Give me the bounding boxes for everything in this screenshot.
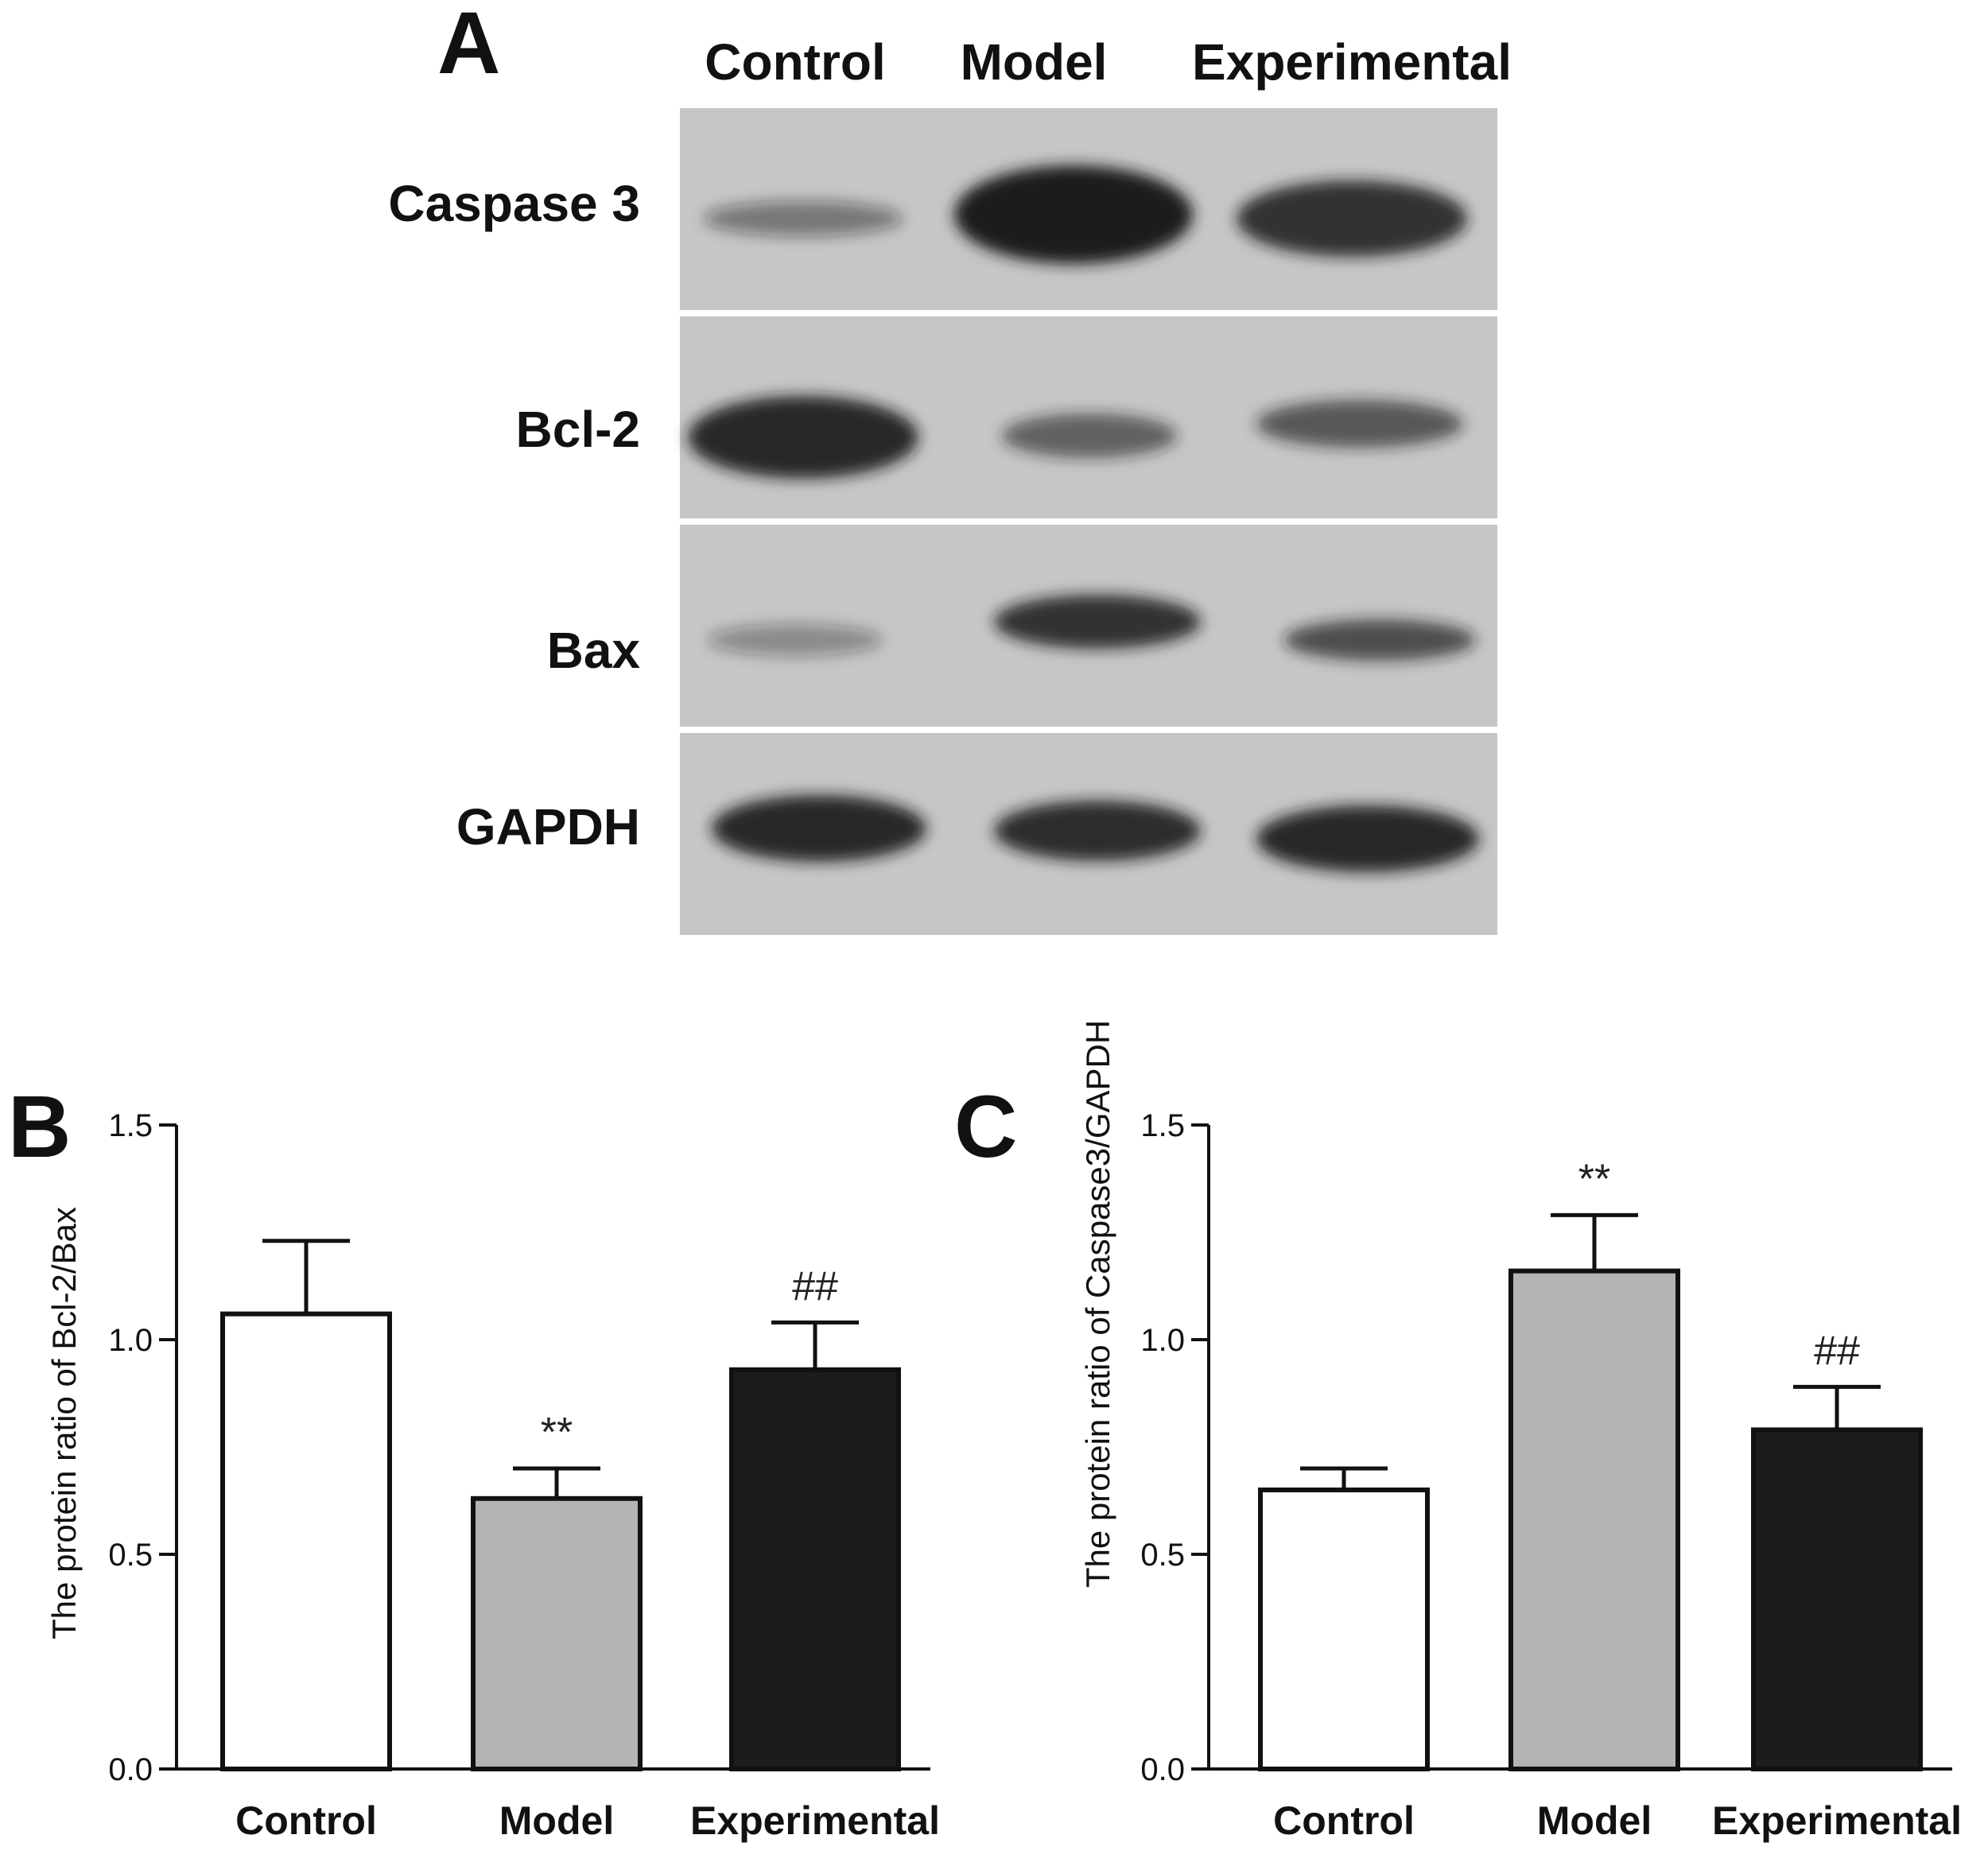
band-gapdh-model [994, 801, 1201, 861]
panel-letter-b: B [8, 1078, 71, 1176]
blot-rows: Caspase 3 Bcl-2 Bax GAPDH [388, 108, 1497, 935]
row-label-gapdh: GAPDH [456, 798, 640, 855]
blot-row-bax: Bax [547, 525, 1497, 727]
bar-b-experimental [729, 1367, 901, 1772]
x-category-label-c-2: Experimental [1712, 1798, 1962, 1843]
bar-c-model [1508, 1268, 1680, 1771]
bar-chart-panel-c: C The protein ratio of Caspase3/GAPDH 0.… [954, 1020, 1962, 1843]
band-bax-experimental [1284, 619, 1475, 661]
band-bax-model [994, 595, 1201, 649]
y-tick-label-c-1: 0.5 [1140, 1538, 1185, 1573]
bar-c-experimental [1751, 1427, 1923, 1772]
significance-label-b-2: ## [792, 1263, 838, 1309]
x-category-label-c-1: Model [1537, 1798, 1652, 1843]
bar-b-model [471, 1495, 643, 1772]
lane-label-model: Model [961, 33, 1108, 91]
plot-area-b: 0.0 0.5 1.0 1.5 Control ** Model ## Experimental [108, 1108, 940, 1843]
x-category-label-b-0: Control [235, 1798, 377, 1843]
y-tick-label-b-0: 0.0 [108, 1752, 153, 1787]
band-bcl2-model [1002, 413, 1177, 458]
y-axis-label-b: The protein ratio of Bcl-2/Bax [45, 1207, 83, 1639]
blot-row-bcl2: Bcl-2 [516, 316, 1497, 518]
lane-label-experimental: Experimental [1192, 33, 1512, 91]
blot-row-caspase3: Caspase 3 [388, 108, 1497, 310]
row-label-caspase3: Caspase 3 [388, 175, 640, 232]
band-caspase3-experimental [1237, 180, 1467, 257]
panel-letter-a: A [437, 0, 500, 92]
bar-b-control [220, 1311, 392, 1771]
band-bcl2-control [688, 396, 918, 479]
y-tick-label-c-2: 1.0 [1140, 1323, 1185, 1358]
y-axis-label-c: The protein ratio of Caspase3/GAPDH [1079, 1020, 1116, 1588]
row-label-bcl2: Bcl-2 [516, 401, 641, 458]
y-tick-label-b-1: 0.5 [108, 1538, 153, 1573]
band-caspase3-control [704, 201, 903, 236]
y-tick-label-c-0: 0.0 [1140, 1752, 1185, 1787]
x-category-label-b-1: Model [499, 1798, 614, 1843]
x-category-label-c-0: Control [1273, 1798, 1415, 1843]
y-tick-label-c-3: 1.5 [1140, 1108, 1185, 1143]
bar-c-control [1258, 1488, 1430, 1771]
band-caspase3-model [954, 165, 1193, 264]
lane-label-control: Control [705, 33, 886, 91]
significance-label-c-2: ## [1814, 1328, 1860, 1374]
y-tick-label-b-2: 1.0 [108, 1323, 153, 1358]
row-label-bax: Bax [547, 622, 641, 679]
y-tick-label-b-3: 1.5 [108, 1108, 153, 1143]
plot-area-c: 0.0 0.5 1.0 1.5 Control ** Model ## Experimental [1140, 1108, 1962, 1843]
band-gapdh-control [712, 795, 926, 862]
band-bax-control [708, 624, 883, 656]
panel-letter-c: C [954, 1078, 1017, 1176]
band-gapdh-experimental [1256, 805, 1479, 872]
significance-label-b-1: ** [541, 1410, 573, 1456]
band-bcl2-experimental [1256, 400, 1463, 448]
bar-chart-panel-b: B The protein ratio of Bcl-2/Bax 0.0 0.5 1… [8, 1078, 940, 1843]
x-category-label-b-2: Experimental [690, 1798, 940, 1843]
significance-label-c-1: ** [1578, 1156, 1610, 1202]
blot-row-gapdh: GAPDH [456, 733, 1497, 935]
western-blot-panel: A Control Model Experimental Caspase 3 B… [388, 0, 1512, 935]
